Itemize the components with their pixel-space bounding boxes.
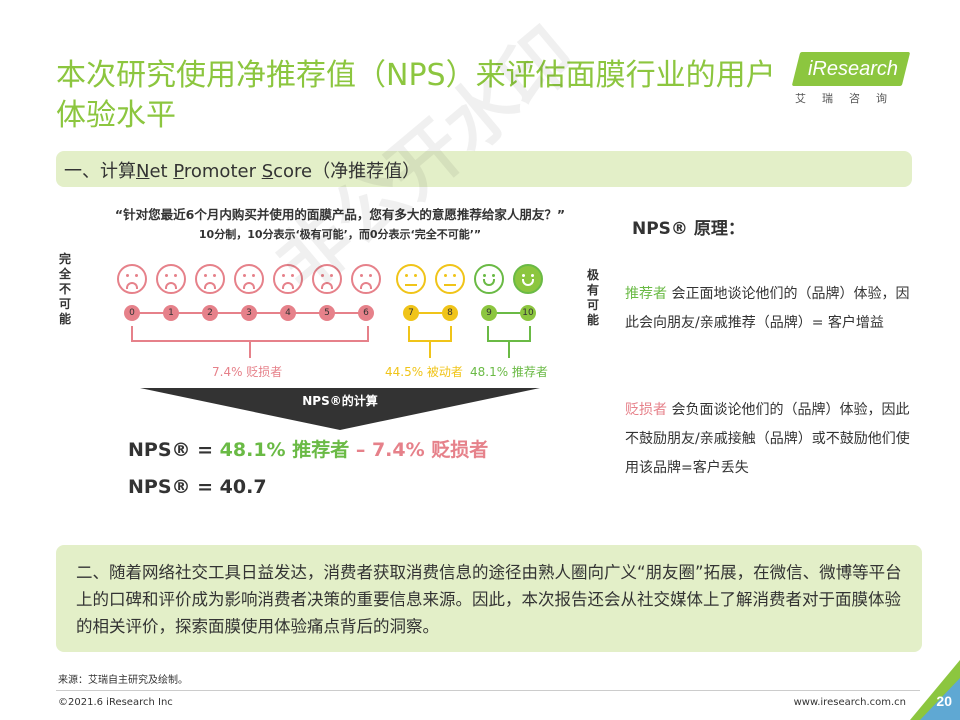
detractor-bracket <box>131 340 369 342</box>
source-note: 来源：艾瑞自主研究及绘制。 <box>58 675 188 686</box>
happy-face-icon <box>474 264 504 294</box>
principle-promoter: 推荐者 会正面地谈论他们的（品牌）体验，因此会向朋友/亲戚推荐（品牌）= 客户增… <box>625 280 915 338</box>
sad-face-icon <box>312 264 342 294</box>
logo-text: iResearch <box>807 58 899 80</box>
sad-face-icon <box>351 264 381 294</box>
section1-et: et <box>149 161 174 182</box>
scale-point-8: 8 <box>442 305 458 321</box>
logo-subtitle: 艾瑞咨询 <box>795 92 903 105</box>
passive-bracket-left <box>408 326 410 342</box>
website: www.iresearch.com.cn <box>793 697 906 708</box>
scale-point-5: 5 <box>319 305 335 321</box>
scale-point-9: 9 <box>481 305 497 321</box>
survey-question-note: 10分制，10分表示‘极有可能’，而0分表示‘完全不可能’” <box>198 228 482 241</box>
sad-face-icon <box>195 264 225 294</box>
nps-formula: NPS® = 48.1% 推荐者 – 7.4% 贬损者 <box>128 435 488 462</box>
principle-detractor: 贬损者 会负面谈论他们的（品牌）体验，因此不鼓励朋友/亲戚接触（品牌）或不鼓励他… <box>625 396 915 483</box>
neutral-face-icon <box>435 264 465 294</box>
scale-point-10: 10 <box>520 305 536 321</box>
page-title: 本次研究使用净推荐值（NPS）来评估面膜行业的用户体验水平 <box>56 58 776 133</box>
funnel-label: NPS®的计算 <box>302 394 378 408</box>
scale-point-0: 0 <box>124 305 140 321</box>
detractor-term: 贬损者 <box>625 402 667 418</box>
scale-point-4: 4 <box>280 305 296 321</box>
formula-minus: – <box>349 439 372 461</box>
right-scale-label: 极有可能 <box>586 268 599 327</box>
section1-n: N <box>136 161 150 182</box>
scale-point-2: 2 <box>202 305 218 321</box>
promoter-bracket-stem <box>508 342 510 358</box>
promoter-bracket-right <box>529 326 531 342</box>
copyright: ©2021.6 iResearch Inc <box>58 697 173 708</box>
passive-bracket-right <box>450 326 452 342</box>
sad-face-icon <box>117 264 147 294</box>
passive-bracket <box>408 340 452 342</box>
formula-detractor: 7.4% 贬损者 <box>371 439 489 461</box>
section1-s: S <box>261 161 274 182</box>
footer-divider <box>56 690 920 691</box>
scale-point-7: 7 <box>403 305 419 321</box>
passive-bracket-stem <box>429 342 431 358</box>
sad-face-icon <box>156 264 186 294</box>
neutral-face-icon <box>396 264 426 294</box>
iresearch-logo: iResearch 艾瑞咨询 <box>791 50 923 110</box>
detractor-description: 会负面谈论他们的（品牌）体验，因此不鼓励朋友/亲戚接触（品牌）或不鼓励他们使用该… <box>625 402 910 476</box>
formula-prefix: NPS® = <box>128 439 220 461</box>
section1-p: P <box>173 161 184 182</box>
section1-prefix: 一、计算 <box>64 161 136 182</box>
detractor-bracket-left <box>131 326 133 342</box>
principle-heading: NPS® 原理： <box>632 219 745 239</box>
detractor-bracket-right <box>367 326 369 342</box>
promoter-term: 推荐者 <box>625 286 667 302</box>
promoter-bracket-left <box>487 326 489 342</box>
happy-face-icon <box>513 264 543 294</box>
page-number: 20 <box>936 693 952 709</box>
corner-decoration <box>910 660 960 720</box>
formula-promoter: 48.1% 推荐者 <box>219 439 350 461</box>
sad-face-icon <box>273 264 303 294</box>
survey-question: “针对您最近6个月内购买并使用的面膜产品，您有多大的意愿推荐给家人朋友？” <box>114 207 566 222</box>
detractor-bracket-stem <box>249 342 251 358</box>
left-scale-label: 完全不可能 <box>58 252 71 326</box>
scale-point-3: 3 <box>241 305 257 321</box>
promoter-description: 会正面地谈论他们的（品牌）体验，因此会向朋友/亲戚推荐（品牌）= 客户增益 <box>625 286 910 331</box>
section1-romoter: romoter <box>183 161 262 182</box>
scale-point-1: 1 <box>163 305 179 321</box>
scale-point-6: 6 <box>358 305 374 321</box>
promoter-bracket <box>487 340 531 342</box>
sad-face-icon <box>234 264 264 294</box>
nps-result: NPS® = 40.7 <box>128 476 267 498</box>
passive-label: 44.5% 被动者 <box>385 365 463 379</box>
section1-header: 一、计算Net Promoter Score（净推荐值） <box>56 151 912 187</box>
detractor-label: 7.4% 贬损者 <box>212 365 283 379</box>
section2-text: 二、随着网络社交工具日益发达，消费者获取消费信息的途径由熟人圈向广义“朋友圈”拓… <box>76 563 902 636</box>
funnel-arrow <box>140 388 540 430</box>
section1-core: core（净推荐值） <box>273 161 421 182</box>
promoter-label: 48.1% 推荐者 <box>470 365 548 379</box>
section2-box: 二、随着网络社交工具日益发达，消费者获取消费信息的途径由熟人圈向广义“朋友圈”拓… <box>56 545 922 652</box>
